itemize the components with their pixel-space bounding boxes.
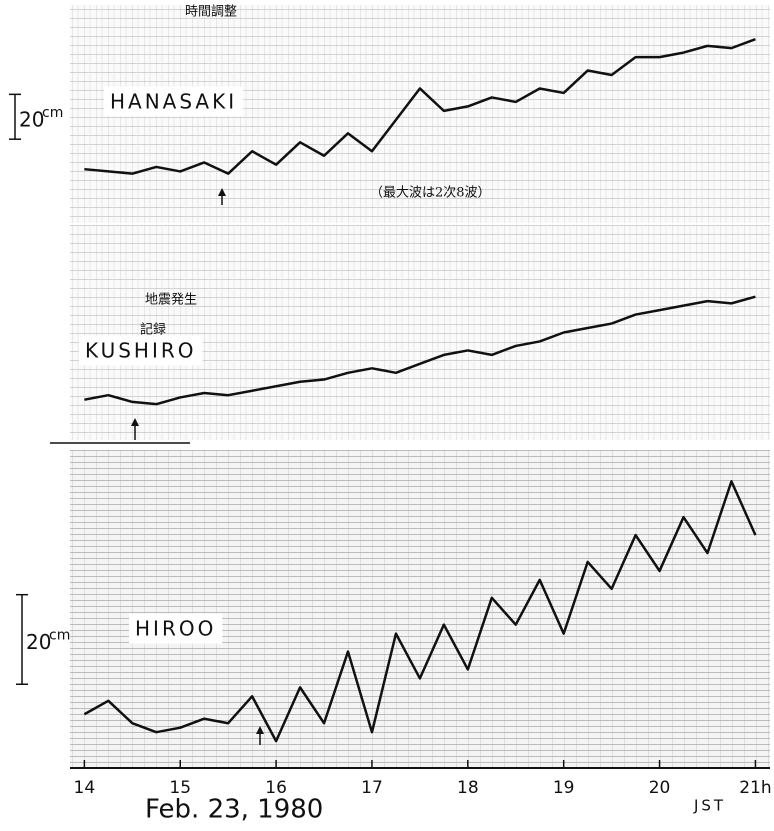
annotation: （最大波は2次8波） <box>370 185 491 201</box>
caption: Feb. 23, 1980 <box>145 795 323 825</box>
tide-trace <box>84 37 756 175</box>
station-label: KUSHIRO <box>85 339 197 363</box>
arrow-head <box>218 188 226 196</box>
arrow-head <box>131 418 139 426</box>
annotation: 記録 <box>140 322 166 338</box>
x-tick-label: 21h <box>739 778 771 798</box>
x-tick-label: 16 <box>265 778 287 798</box>
station-label: HANASAKI <box>110 90 237 114</box>
x-tick-label: 20 <box>649 778 671 798</box>
scale-value: 20 <box>19 107 44 131</box>
x-tick-label: 17 <box>361 778 383 798</box>
annotation: 地震発生 <box>145 293 197 308</box>
label-box <box>79 335 203 366</box>
scale-unit: cm <box>49 627 70 643</box>
x-tick-label: 19 <box>553 778 575 798</box>
label-box <box>104 86 244 117</box>
chart-paper <box>70 450 770 768</box>
label-box <box>129 613 223 644</box>
x-tick-label: 15 <box>169 778 191 798</box>
scale-unit: cm <box>42 105 63 121</box>
tide-trace <box>83 480 757 743</box>
scale-value: 20 <box>26 630 51 654</box>
arrow-head <box>256 726 264 734</box>
tide-trace <box>84 295 756 406</box>
x-tick-label: 14 <box>74 778 96 798</box>
annotation: 時間調整 <box>185 5 237 20</box>
chart-paper <box>70 225 770 440</box>
station-label: HIROO <box>135 617 216 641</box>
x-tick-label: 18 <box>457 778 479 798</box>
x-axis-label: JST <box>693 797 726 815</box>
